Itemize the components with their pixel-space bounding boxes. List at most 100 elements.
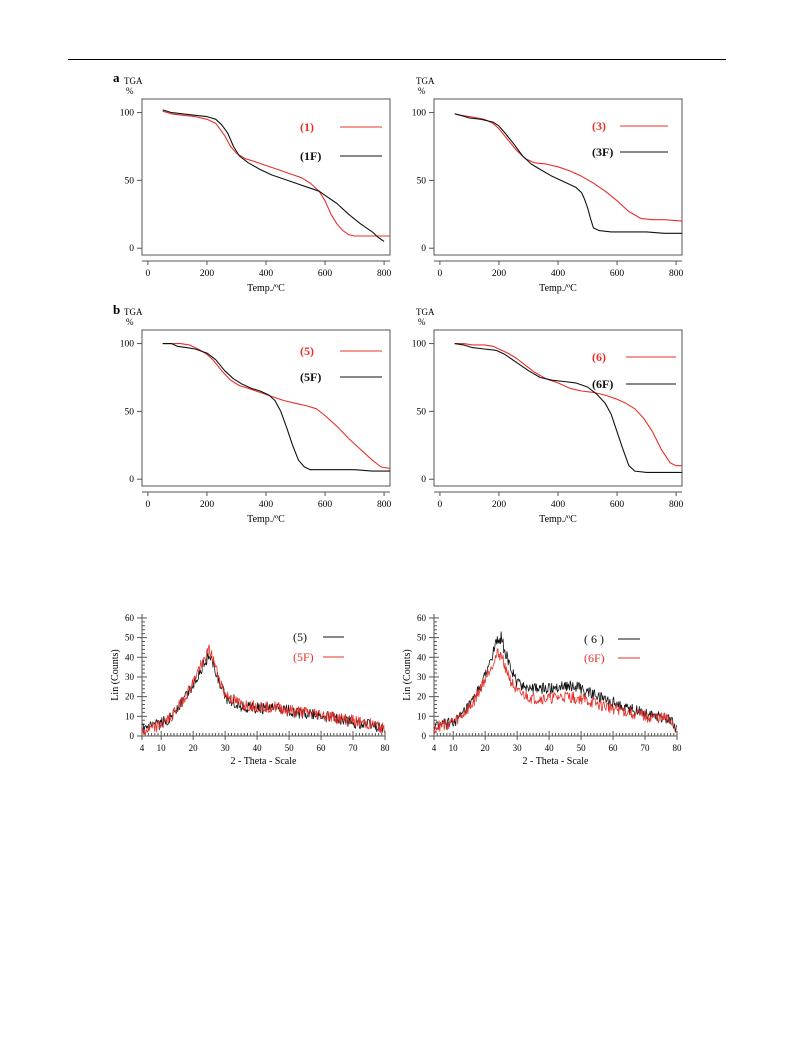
y-axis-title: Lin (Counts) xyxy=(110,649,121,700)
x-tick-label: 80 xyxy=(673,743,683,753)
series-line xyxy=(162,343,391,469)
legend-label: (3) xyxy=(592,119,606,133)
series-line xyxy=(141,644,385,736)
x-tick-label: 80 xyxy=(381,743,391,753)
y-tick-label: 40 xyxy=(417,652,427,662)
y-tick-label: 50 xyxy=(125,407,135,417)
legend-label: (3F) xyxy=(592,145,613,159)
y-axis-title: TGA xyxy=(124,307,143,317)
plot-frame xyxy=(141,98,391,256)
series-line xyxy=(141,651,385,735)
xrd-chart-5-5f: 0 10 20 30 40 50 60 4 10 20 30 40 50 60 70 80 Lin (Count… xyxy=(110,613,391,767)
x-tick-label: 400 xyxy=(551,269,566,279)
x-tick-label: 30 xyxy=(513,743,523,753)
y-axis-unit: % xyxy=(418,86,426,96)
legend-label: ( 6 ) xyxy=(584,632,604,646)
legend-label: (1) xyxy=(300,120,314,134)
y-tick-label: 40 xyxy=(125,652,135,662)
tga-chart-6-6f: 0 50 100 0 200 400 600 800 TGA% Temp./ºC (6) (6F) xyxy=(412,307,684,525)
x-tick-label: 600 xyxy=(610,269,625,279)
x-tick-label: 600 xyxy=(318,269,333,279)
y-tick-label: 30 xyxy=(417,672,427,682)
x-tick-label: 200 xyxy=(492,500,507,510)
tga-chart-1-1f: 0 50 100 0 200 400 600 800 TGA% Temp./ºC (1) (1F) xyxy=(120,76,392,294)
plot-frame xyxy=(433,329,683,487)
y-tick-label: 50 xyxy=(417,407,427,417)
series-line xyxy=(162,110,390,237)
x-tick-label: 20 xyxy=(189,743,199,753)
y-tick-label: 100 xyxy=(412,109,427,119)
x-tick-label: 600 xyxy=(318,500,333,510)
x-tick-label: 200 xyxy=(200,500,215,510)
y-tick-label: 60 xyxy=(417,613,427,623)
series-line xyxy=(433,631,677,733)
x-tick-label: 60 xyxy=(317,743,327,753)
y-tick-label: 0 xyxy=(129,244,134,254)
legend-label: (5) xyxy=(293,630,307,644)
y-axis-unit: % xyxy=(126,317,134,327)
x-tick-label: 400 xyxy=(259,269,274,279)
x-tick-label: 400 xyxy=(551,500,566,510)
x-axis-title: Temp./ºC xyxy=(247,283,285,294)
x-tick-label: 200 xyxy=(200,269,215,279)
series-line xyxy=(454,343,682,467)
x-tick-label: 4 xyxy=(140,743,145,753)
y-tick-label: 0 xyxy=(129,475,134,485)
x-tick-label: 0 xyxy=(438,500,443,510)
y-tick-label: 50 xyxy=(125,176,135,186)
x-tick-label: 200 xyxy=(492,269,507,279)
x-tick-label: 800 xyxy=(377,269,392,279)
x-axis-title: Temp./ºC xyxy=(247,514,285,525)
x-tick-label: 0 xyxy=(146,500,151,510)
y-axis-title: TGA xyxy=(124,76,143,86)
x-tick-label: 800 xyxy=(669,269,684,279)
y-tick-label: 10 xyxy=(417,711,427,721)
legend-label: (1F) xyxy=(300,149,321,163)
panel-letter-b: b xyxy=(113,302,121,317)
y-tick-label: 50 xyxy=(417,633,427,643)
x-tick-label: 60 xyxy=(609,743,619,753)
legend-label: (6) xyxy=(592,350,606,364)
x-tick-label: 400 xyxy=(259,500,274,510)
y-axis-unit: % xyxy=(126,86,134,96)
xrd-chart-6-6f: 0 10 20 30 40 50 60 4 10 20 30 40 50 60 70 80 Lin (Count… xyxy=(402,613,683,767)
y-axis-title: Lin (Counts) xyxy=(402,649,413,700)
x-axis-title: Temp./ºC xyxy=(539,514,577,525)
y-tick-label: 50 xyxy=(417,176,427,186)
y-tick-label: 0 xyxy=(422,731,427,741)
x-tick-label: 600 xyxy=(610,500,625,510)
series-line xyxy=(162,109,385,242)
x-axis-title: 2 - Theta - Scale xyxy=(231,756,297,767)
series-line xyxy=(454,343,682,473)
y-tick-label: 30 xyxy=(125,672,135,682)
y-tick-label: 100 xyxy=(120,109,135,119)
y-tick-label: 100 xyxy=(120,340,135,350)
legend-label: (5) xyxy=(300,344,314,358)
y-axis-unit: % xyxy=(418,317,426,327)
y-tick-label: 100 xyxy=(412,340,427,350)
x-tick-label: 40 xyxy=(253,743,263,753)
x-tick-label: 40 xyxy=(545,743,555,753)
series-line xyxy=(454,113,683,222)
y-tick-label: 20 xyxy=(125,692,135,702)
y-tick-label: 10 xyxy=(125,711,135,721)
legend-label: (6F) xyxy=(584,651,605,665)
y-axis-title: TGA xyxy=(416,307,435,317)
legend-label: (6F) xyxy=(592,377,613,391)
x-tick-label: 10 xyxy=(449,743,459,753)
y-tick-label: 20 xyxy=(417,692,427,702)
x-tick-label: 4 xyxy=(432,743,437,753)
x-tick-label: 0 xyxy=(146,269,151,279)
x-tick-label: 50 xyxy=(577,743,587,753)
x-tick-label: 10 xyxy=(157,743,167,753)
x-tick-label: 800 xyxy=(377,500,392,510)
x-tick-label: 50 xyxy=(285,743,295,753)
plot-frame xyxy=(141,329,391,487)
y-tick-label: 60 xyxy=(125,613,135,623)
x-tick-label: 70 xyxy=(641,743,651,753)
x-tick-label: 20 xyxy=(481,743,491,753)
y-tick-label: 0 xyxy=(421,244,426,254)
header-rule xyxy=(68,59,726,60)
series-line xyxy=(454,113,682,234)
x-tick-label: 70 xyxy=(349,743,359,753)
